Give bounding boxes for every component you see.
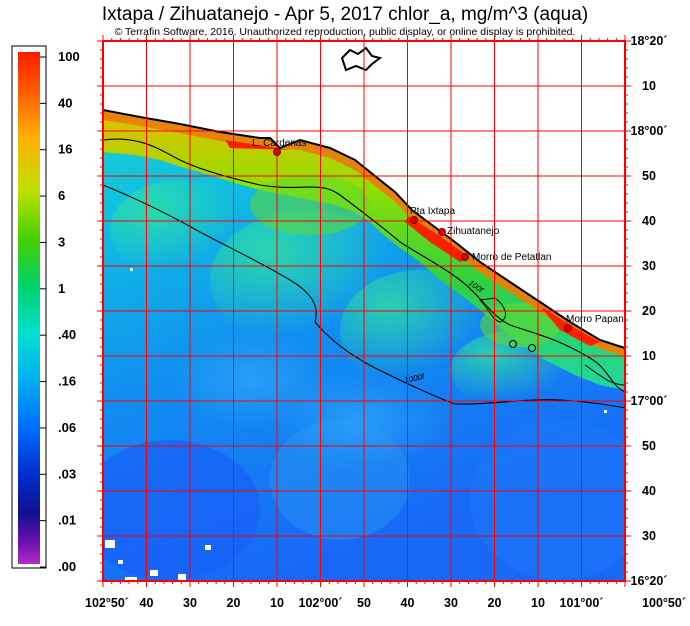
place-markers: L. Cardenas Pta Ixtapa Zihuatanejo Morro…	[252, 138, 624, 332]
longitude-label: 10	[531, 596, 545, 610]
latitude-label: 40	[642, 484, 656, 498]
island	[340, 46, 383, 72]
scale-label: .16	[58, 374, 76, 389]
place-label-zihuatanejo: Zihuatanejo	[447, 226, 500, 237]
longitude-label: 102°00´	[299, 596, 343, 610]
place-label-morro-papan: Morro Papan	[566, 314, 624, 325]
longitude-label: 101°00´	[560, 596, 604, 610]
marker-pta-ixtapa	[410, 216, 418, 224]
longitude-label: 40	[140, 596, 154, 610]
longitude-label: 102°50´	[85, 596, 129, 610]
latitude-label: 40	[642, 214, 656, 228]
longitude-label: 30	[183, 596, 197, 610]
scale-label: 1	[58, 281, 65, 296]
place-label-l-cardenas: L. Cardenas	[252, 138, 306, 149]
scale-label: 40	[58, 95, 72, 110]
latitude-axis: 18°20´ 10 18°00´ 50 40 30 20 10 17°00´ 50 40 30 16°2…	[631, 34, 668, 588]
scale-label: .00	[58, 559, 76, 574]
longitude-axis: 102°50´ 40 30 20 10 102°00´ 50 40 30 20 10 101°00´ 1…	[85, 596, 686, 610]
latitude-label: 18°00´	[631, 124, 668, 138]
place-label-morro-de-petatlan: Morro de Petatlan	[472, 252, 552, 263]
color-scale-bar	[18, 52, 40, 564]
scale-label: .01	[58, 513, 76, 528]
longitude-label: 40	[401, 596, 415, 610]
contour-label-deep: 1000f	[404, 372, 426, 385]
latitude-label: 18°20´	[631, 34, 668, 48]
scale-label: 16	[58, 142, 72, 157]
latitude-label: 30	[642, 259, 656, 273]
longitude-label: 20	[488, 596, 502, 610]
longitude-label: 30	[444, 596, 458, 610]
longitude-label: 10	[270, 596, 284, 610]
latitude-label: 16°20´	[631, 574, 668, 588]
marker-morro-de-petatlan	[461, 253, 469, 261]
color-scale: 100 40 16 6 3 1 .40 .16 .06 .03 .01 .00	[11, 45, 80, 574]
marker-zihuatanejo	[438, 228, 446, 236]
marker-l-cardenas	[273, 148, 281, 156]
coastal-chlorophyll-band	[103, 118, 625, 390]
latitude-label: 10	[642, 79, 656, 93]
latitude-label: 50	[642, 439, 656, 453]
latitude-label: 17°00´	[631, 394, 668, 408]
latitude-label: 10	[642, 349, 656, 363]
map-area: 100f 1000f	[103, 41, 625, 581]
contour-100f	[103, 138, 625, 393]
scale-label: 6	[58, 188, 65, 203]
map-title: Ixtapa / Zihuatanejo - Apr 5, 2017 chlor…	[101, 4, 589, 25]
scale-label: .06	[58, 420, 76, 435]
scale-label: .03	[58, 466, 76, 481]
axis-ticks	[97, 35, 631, 587]
contour-1000f	[103, 184, 625, 409]
scale-label: 3	[58, 234, 65, 249]
longitude-label: 50	[357, 596, 371, 610]
place-label-pta-ixtapa: Pta Ixtapa	[410, 206, 455, 217]
latitude-label: 20	[642, 304, 656, 318]
copyright-notice: © Terrafin Software, 2016. Unauthorized …	[114, 26, 576, 38]
marker-morro-papan	[564, 324, 572, 332]
scale-label: .40	[58, 327, 76, 342]
scale-label: 100	[58, 49, 80, 64]
graticule	[103, 41, 625, 581]
latitude-label: 50	[642, 169, 656, 183]
longitude-label: 20	[227, 596, 241, 610]
latitude-label: 30	[642, 529, 656, 543]
longitude-label: 100°50´	[642, 596, 686, 610]
